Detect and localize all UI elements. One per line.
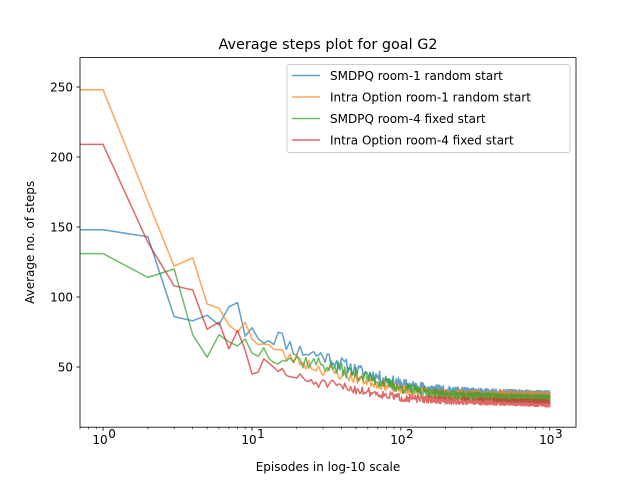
y-tick-label: 50 xyxy=(58,360,73,374)
legend-entry: Intra Option room-1 random start xyxy=(330,91,531,105)
x-tick-exponent: 0 xyxy=(108,427,116,441)
x-tick-label: 10 xyxy=(92,433,107,447)
x-tick-exponent: 2 xyxy=(406,427,414,441)
x-tick-exponent: 1 xyxy=(257,427,265,441)
series-line-4 xyxy=(80,143,551,408)
x-tick-label: 10 xyxy=(539,433,554,447)
plot-frame xyxy=(79,57,577,428)
x-tick-exponent: 3 xyxy=(555,427,563,441)
legend: SMDPQ room-1 random start Intra Option ro… xyxy=(286,64,571,153)
legend-box xyxy=(286,64,571,153)
y-tick-label: 200 xyxy=(50,150,73,164)
y-axis: 50 100 150 200 250 xyxy=(50,80,80,374)
x-tick-label: 10 xyxy=(390,433,405,447)
x-axis-label: Episodes in log-10 scale xyxy=(256,460,401,474)
legend-entry: Intra Option room-4 fixed start xyxy=(330,134,514,148)
y-tick-label: 150 xyxy=(50,220,73,234)
series-layer xyxy=(80,89,551,408)
x-axis: 10 0 10 1 10 2 10 3 xyxy=(79,427,563,447)
y-axis-label: Average no. of steps xyxy=(23,181,37,304)
y-tick-label: 250 xyxy=(50,80,73,94)
legend-entry: SMDPQ room-4 fixed start xyxy=(330,112,486,126)
chart-title: Average steps plot for goal G2 xyxy=(218,37,437,53)
legend-entry: SMDPQ room-1 random start xyxy=(330,69,503,83)
y-tick-label: 100 xyxy=(50,290,73,304)
x-tick-label: 10 xyxy=(241,433,256,447)
